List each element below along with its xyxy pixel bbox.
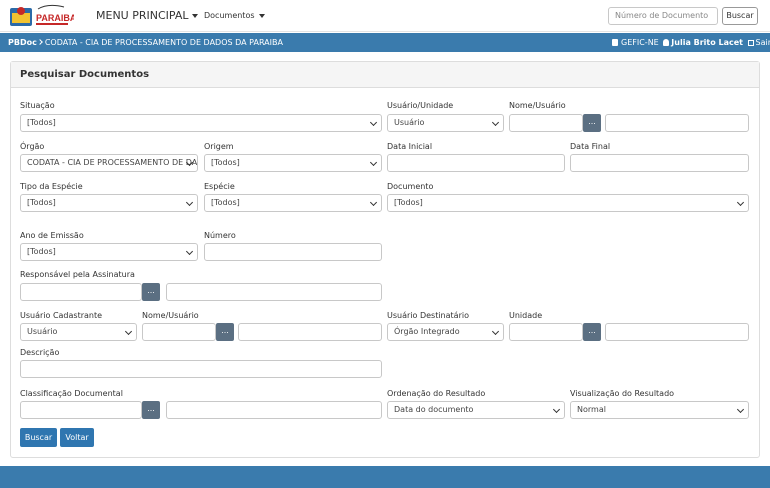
text-input[interactable] (166, 283, 382, 301)
lookup-button[interactable]: ... (142, 401, 160, 419)
voltar-button[interactable]: Voltar (60, 428, 94, 447)
text-input[interactable] (20, 283, 142, 301)
chevron (37, 39, 43, 45)
select[interactable]: [Todos] (204, 194, 382, 212)
footer-bar (0, 466, 770, 488)
text-input[interactable] (387, 154, 565, 172)
field-label: Espécie (204, 182, 235, 191)
menu-principal[interactable]: MENU PRINCIPAL (96, 9, 199, 22)
user-icon (663, 39, 670, 46)
field-label: Usuário Destinatário (387, 311, 469, 320)
doc-icon (612, 39, 618, 46)
field-label: Visualização do Resultado (570, 389, 675, 398)
text-input[interactable] (605, 323, 749, 341)
select[interactable]: [Todos] (20, 114, 382, 132)
field-label: Usuário/Unidade (387, 101, 454, 110)
select[interactable]: Usuário (387, 114, 504, 132)
logo-text: PARAIBA (36, 13, 74, 23)
logout-icon (747, 40, 754, 46)
caret (192, 14, 199, 18)
text-input[interactable] (204, 243, 382, 261)
select[interactable]: Normal (570, 401, 749, 419)
menu-documentos[interactable]: Documentos (204, 11, 265, 20)
text-input[interactable] (509, 323, 583, 341)
field-label: Data Final (570, 142, 611, 151)
field-label: Unidade (509, 311, 543, 320)
field-label: Nome/Usuário (509, 101, 566, 110)
search-button[interactable]: Buscar (722, 7, 758, 25)
search-input[interactable]: Número de Documento (608, 7, 718, 25)
select[interactable]: Data do documento (387, 401, 565, 419)
panel-header (11, 62, 759, 88)
field-label: Ano de Emissão (20, 231, 84, 240)
text-input[interactable] (570, 154, 749, 172)
field-label: Ordenação do Resultado (387, 389, 486, 398)
select[interactable]: CODATA - CIA DE PROCESSAMENTO DE DA (20, 154, 198, 172)
field-label: Órgão (20, 142, 45, 151)
field-label: Nome/Usuário (142, 311, 199, 320)
select[interactable]: [Todos] (20, 194, 198, 212)
field-label: Documento (387, 182, 434, 191)
menu-text: Documentos (204, 11, 255, 20)
menu-text: MENU PRINCIPAL (96, 9, 189, 22)
text-input[interactable] (605, 114, 749, 132)
logo: PARAIBA (10, 4, 74, 26)
field-label: Data Inicial (387, 142, 433, 151)
unit: GEFIC-NE (621, 38, 659, 47)
org-name: CODATA - CIA DE PROCESSAMENTO DE DADOS D… (44, 38, 283, 47)
lookup-button[interactable]: ... (142, 283, 160, 301)
select[interactable]: [Todos] (20, 243, 198, 261)
field-label: Tipo da Espécie (20, 182, 83, 191)
panel-title: Pesquisar Documentos (20, 69, 150, 80)
lookup-button[interactable]: ... (216, 323, 234, 341)
field-label: Usuário Cadastrante (20, 311, 103, 320)
lookup-button[interactable]: ... (583, 323, 601, 341)
lookup-button[interactable]: ... (583, 114, 601, 132)
user-info: GEFIC-NE Julia Brito Lacet Sair (612, 36, 770, 49)
text-input[interactable] (238, 323, 382, 341)
select[interactable]: Órgão Integrado (387, 323, 504, 341)
text-input[interactable] (20, 360, 382, 378)
text-input[interactable] (142, 323, 216, 341)
field-label: Número (204, 231, 236, 240)
select[interactable]: [Todos] (387, 194, 749, 212)
field-label: Classificação Documental (20, 389, 123, 398)
select[interactable]: Usuário (20, 323, 137, 341)
text-input[interactable] (20, 401, 142, 419)
logout[interactable]: Sair (755, 38, 770, 47)
text-input[interactable] (509, 114, 583, 132)
user: Julia Brito Lacet (671, 38, 743, 47)
breadcrumb-bar (0, 33, 770, 52)
select[interactable]: [Todos] (204, 154, 382, 172)
text-input[interactable] (166, 401, 382, 419)
field-label: Situação (20, 101, 55, 110)
field-label: Responsável pela Assinatura (20, 270, 135, 279)
field-label: Descrição (20, 348, 60, 357)
app-name[interactable]: PBDoc (8, 38, 37, 47)
field-label: Origem (204, 142, 234, 151)
caret (258, 13, 265, 18)
breadcrumb: PBDoc CODATA - CIA DE PROCESSAMENTO DE DA… (8, 36, 283, 49)
buscar-button[interactable]: Buscar (20, 428, 57, 447)
